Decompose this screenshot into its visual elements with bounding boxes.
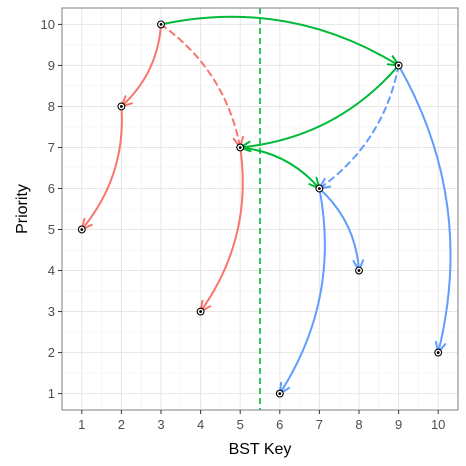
arrow-curve: [160, 15, 400, 67]
y-tick-label: 4: [48, 263, 55, 278]
point-dot: [238, 146, 242, 149]
point-dot: [357, 269, 361, 272]
x-tick-label: 6: [276, 417, 283, 432]
x-axis-label: BST Key: [229, 441, 292, 458]
point-dot: [199, 310, 203, 313]
data-point: [196, 307, 205, 316]
data-point: [157, 20, 165, 29]
x-tick-label: 1: [78, 417, 85, 432]
x-tick-label: 8: [355, 417, 362, 432]
y-tick-label: 10: [41, 17, 55, 32]
arrow-curve: [397, 64, 452, 354]
y-tick-label: 9: [48, 58, 55, 73]
y-tick-label: 6: [48, 181, 55, 196]
x-tick-label: 4: [197, 417, 204, 432]
point-dot: [120, 105, 123, 108]
x-axis-ticks: 1 2 3 4 5 6 7 8 9 10: [78, 410, 445, 432]
arrow-curve: [239, 146, 321, 190]
data-point: [434, 348, 443, 357]
y-tick-label: 8: [48, 99, 55, 114]
y-tick-label: 5: [48, 222, 55, 237]
x-tick-label: 2: [118, 417, 125, 432]
data-point: [77, 225, 86, 234]
data-point: [315, 184, 324, 193]
y-axis-label: Priority: [14, 184, 31, 234]
arrow-curve: [120, 23, 162, 108]
point-dot: [159, 23, 163, 26]
arrow-curve: [318, 64, 400, 190]
arrows: [80, 15, 452, 395]
points: [77, 20, 443, 398]
x-tick-label: 7: [316, 417, 323, 432]
arrow-curve: [199, 146, 244, 313]
y-tick-label: 3: [48, 304, 55, 319]
y-axis-ticks: 1 2 3 4 5 6 7 8 9 10: [41, 17, 62, 401]
x-tick-label: 9: [395, 417, 402, 432]
y-tick-label: 7: [48, 140, 55, 155]
arrow-curve: [80, 105, 123, 231]
point-dot: [80, 228, 84, 231]
data-point: [117, 102, 126, 111]
point-dot: [397, 64, 400, 67]
data-point: [236, 143, 245, 152]
arrow-curve: [278, 187, 326, 395]
y-tick-label: 1: [48, 386, 55, 401]
point-dot: [278, 392, 282, 395]
panel-border: [61, 7, 459, 411]
x-tick-label: 5: [237, 417, 244, 432]
data-point: [355, 266, 363, 275]
x-tick-label: 3: [157, 417, 164, 432]
y-tick-label: 2: [48, 345, 55, 360]
data-point: [394, 61, 403, 70]
arrow-curve: [239, 64, 400, 149]
arrow-curve: [318, 187, 360, 272]
point-dot: [436, 351, 440, 354]
arrow-curve: [160, 23, 242, 149]
x-tick-label: 10: [431, 417, 445, 432]
data-point: [275, 389, 284, 398]
point-dot: [318, 187, 321, 190]
